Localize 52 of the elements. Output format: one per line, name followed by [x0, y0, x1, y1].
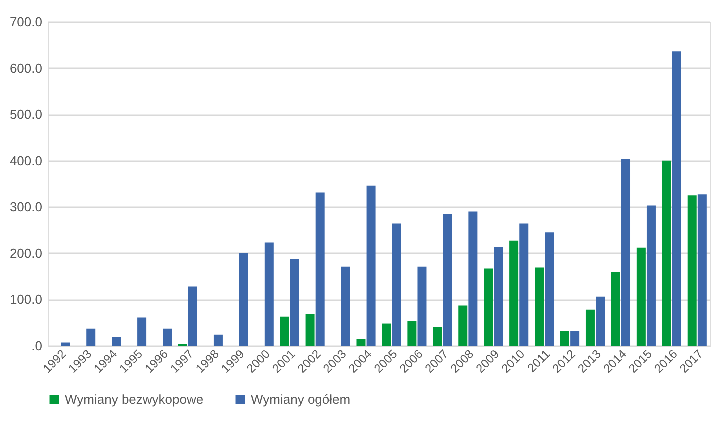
bar: [535, 268, 544, 346]
y-tick-label: .0: [32, 338, 42, 354]
bar: [688, 196, 697, 346]
bar: [239, 252, 248, 346]
bar: [264, 242, 274, 346]
bar: [341, 266, 350, 346]
bar: [382, 324, 392, 346]
bar: [418, 266, 427, 346]
bar: [662, 160, 672, 346]
bar: [596, 296, 606, 346]
bar: [112, 337, 122, 346]
bar: [570, 331, 580, 346]
bar: [622, 159, 631, 346]
y-tick-label: 700.0: [10, 14, 42, 30]
bar: [611, 272, 620, 346]
bar: [636, 248, 646, 346]
bar: [672, 52, 682, 346]
bar: [408, 321, 417, 346]
bar: [510, 240, 519, 346]
bar: [61, 342, 70, 346]
bar: [306, 314, 315, 346]
bar: [494, 246, 504, 346]
bar: [316, 192, 325, 346]
bar: [86, 328, 96, 346]
bar: [366, 186, 376, 346]
bar: [560, 331, 570, 346]
y-tick-label: 200.0: [10, 246, 42, 261]
bar: [458, 306, 468, 346]
bar: [280, 316, 290, 346]
y-tick-label: 600.0: [10, 60, 42, 76]
y-tick-label: 300.0: [10, 200, 42, 215]
bar: [545, 232, 554, 346]
y-tick-label: 100.0: [10, 292, 42, 308]
legend-label: Wymiany bezwykopowe: [65, 392, 204, 407]
bar: [188, 286, 198, 346]
y-tick-label: 500.0: [10, 107, 42, 122]
bar: [646, 206, 656, 346]
bar: [392, 224, 402, 346]
bar: [468, 212, 478, 346]
bar: [443, 214, 452, 346]
bar: [698, 194, 707, 346]
bar: [356, 339, 366, 346]
bar: [138, 318, 147, 346]
bar: [484, 268, 494, 346]
bar: [214, 334, 223, 346]
bar: [163, 328, 172, 346]
bar: [290, 258, 300, 346]
legend-label: Wymiany ogółem: [251, 392, 351, 407]
bar: [520, 224, 529, 346]
y-tick-label: 400.0: [10, 153, 42, 168]
bar: [433, 327, 442, 346]
bar: [586, 310, 595, 346]
